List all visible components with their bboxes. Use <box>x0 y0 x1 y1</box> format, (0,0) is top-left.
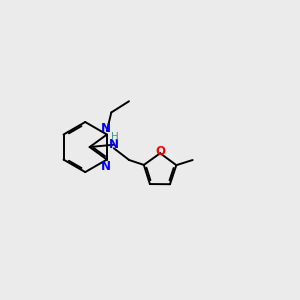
Text: N: N <box>109 138 119 151</box>
Text: H: H <box>110 132 118 142</box>
Text: O: O <box>155 145 165 158</box>
Text: N: N <box>101 160 111 172</box>
Text: N: N <box>101 122 111 135</box>
